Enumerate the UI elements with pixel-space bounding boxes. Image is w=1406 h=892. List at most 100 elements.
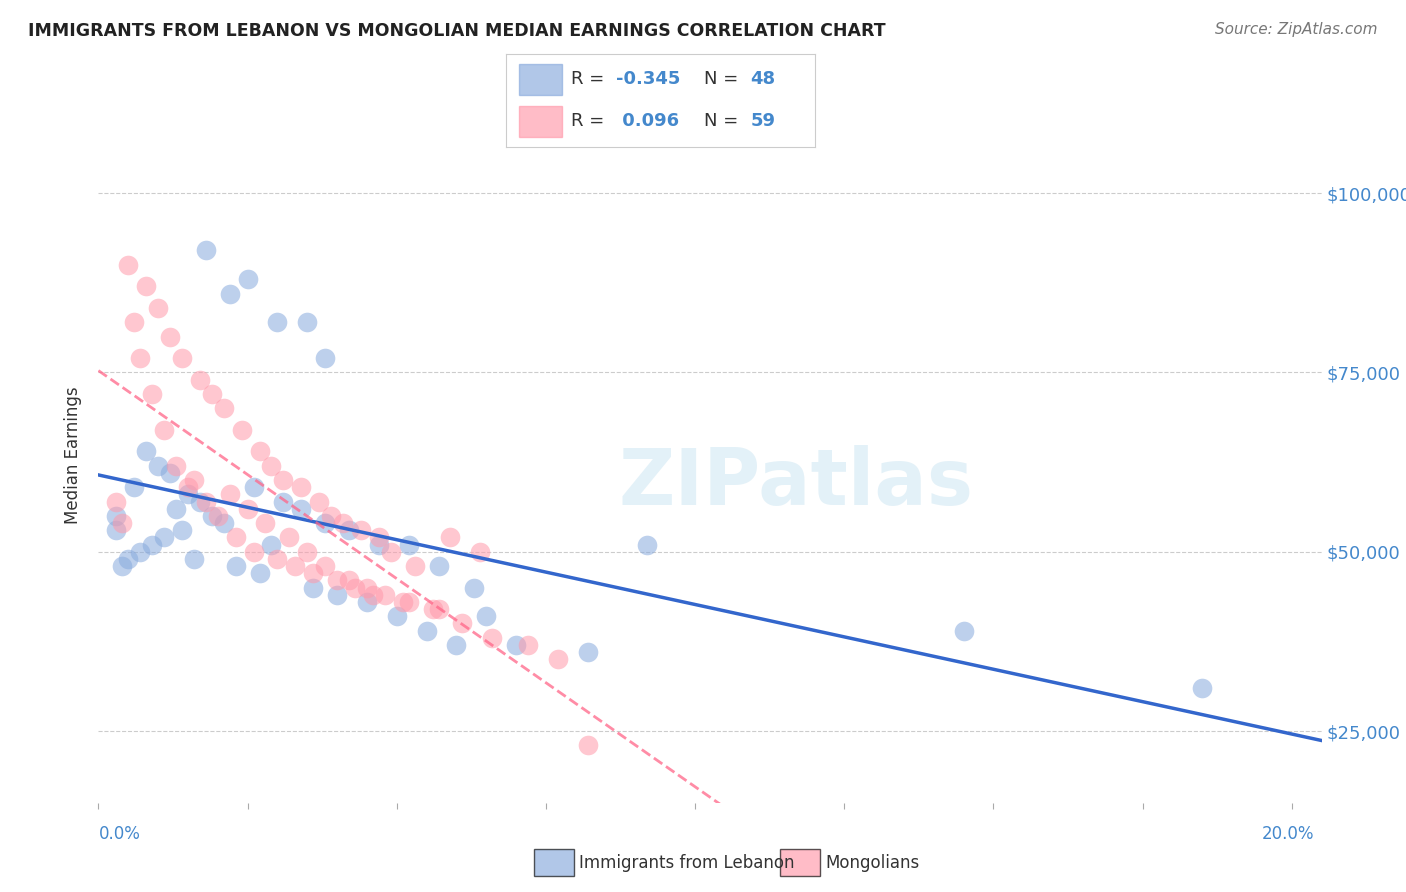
Point [260,538,283,552]
Point [242,480,264,494]
Point [1191,681,1213,695]
Point [218,487,240,501]
Text: Source: ZipAtlas.com: Source: ZipAtlas.com [1215,22,1378,37]
Point [302,581,325,595]
Bar [519,106,562,136]
Point [427,602,450,616]
Y-axis label: Median Earnings: Median Earnings [65,386,83,524]
Point [159,466,181,480]
Point [343,581,366,595]
Text: R =: R = [571,112,610,130]
Point [314,351,336,365]
Point [314,516,336,530]
Text: 0.096: 0.096 [616,112,679,130]
Point [290,501,312,516]
Point [398,595,420,609]
Point [159,329,181,343]
Text: N =: N = [704,112,744,130]
Point [385,609,408,624]
Point [207,508,229,523]
Point [451,616,474,631]
Point [391,595,413,609]
Point [249,566,271,581]
Point [146,301,169,315]
Point [427,559,450,574]
Text: ZIPatlas: ZIPatlas [619,445,973,521]
Point [576,739,599,753]
Point [367,530,389,544]
Point [111,516,134,530]
Point [170,351,193,365]
Text: 59: 59 [751,112,776,130]
Point [321,508,343,523]
Point [135,444,157,458]
Point [297,545,319,559]
Point [308,494,330,508]
Point [194,494,217,508]
Point [183,473,205,487]
Point [636,538,658,552]
Point [105,494,128,508]
Point [273,494,295,508]
Point [361,588,384,602]
Point [201,387,224,401]
Text: 48: 48 [751,70,776,88]
Point [314,559,336,574]
Point [517,638,540,652]
Point [332,516,354,530]
Point [356,581,378,595]
Point [297,315,319,329]
Point [547,652,569,666]
Point [122,315,145,329]
Point [302,566,325,581]
Point [111,559,134,574]
Point [177,487,200,501]
Point [380,545,402,559]
Point [153,423,176,437]
Point [367,538,389,552]
Point [212,401,235,416]
Point [273,473,295,487]
Point [266,552,288,566]
Bar [519,64,562,95]
Point [470,545,492,559]
Point [260,458,283,473]
Point [188,373,211,387]
Point [129,545,152,559]
Point [105,523,128,537]
Text: 20.0%: 20.0% [1263,825,1315,843]
Point [254,516,277,530]
Text: Mongolians: Mongolians [825,854,920,871]
Point [337,574,360,588]
Point [153,530,176,544]
Point [505,638,527,652]
Point [475,609,498,624]
Point [165,458,187,473]
Point [439,530,461,544]
Point [374,588,396,602]
Point [398,538,420,552]
Text: -0.345: -0.345 [616,70,681,88]
Text: R =: R = [571,70,610,88]
Point [952,624,974,638]
Point [165,501,187,516]
Point [218,286,240,301]
Point [290,480,312,494]
Point [201,508,224,523]
Text: Immigrants from Lebanon: Immigrants from Lebanon [579,854,794,871]
Point [225,559,247,574]
Point [146,458,169,473]
Point [266,315,288,329]
Point [326,574,349,588]
Point [105,508,128,523]
Point [481,631,503,645]
Point [446,638,468,652]
Point [141,387,163,401]
Point [122,480,145,494]
Text: IMMIGRANTS FROM LEBANON VS MONGOLIAN MEDIAN EARNINGS CORRELATION CHART: IMMIGRANTS FROM LEBANON VS MONGOLIAN MED… [28,22,886,40]
Point [141,538,163,552]
Point [356,595,378,609]
Point [242,545,264,559]
Point [129,351,152,365]
Point [415,624,437,638]
